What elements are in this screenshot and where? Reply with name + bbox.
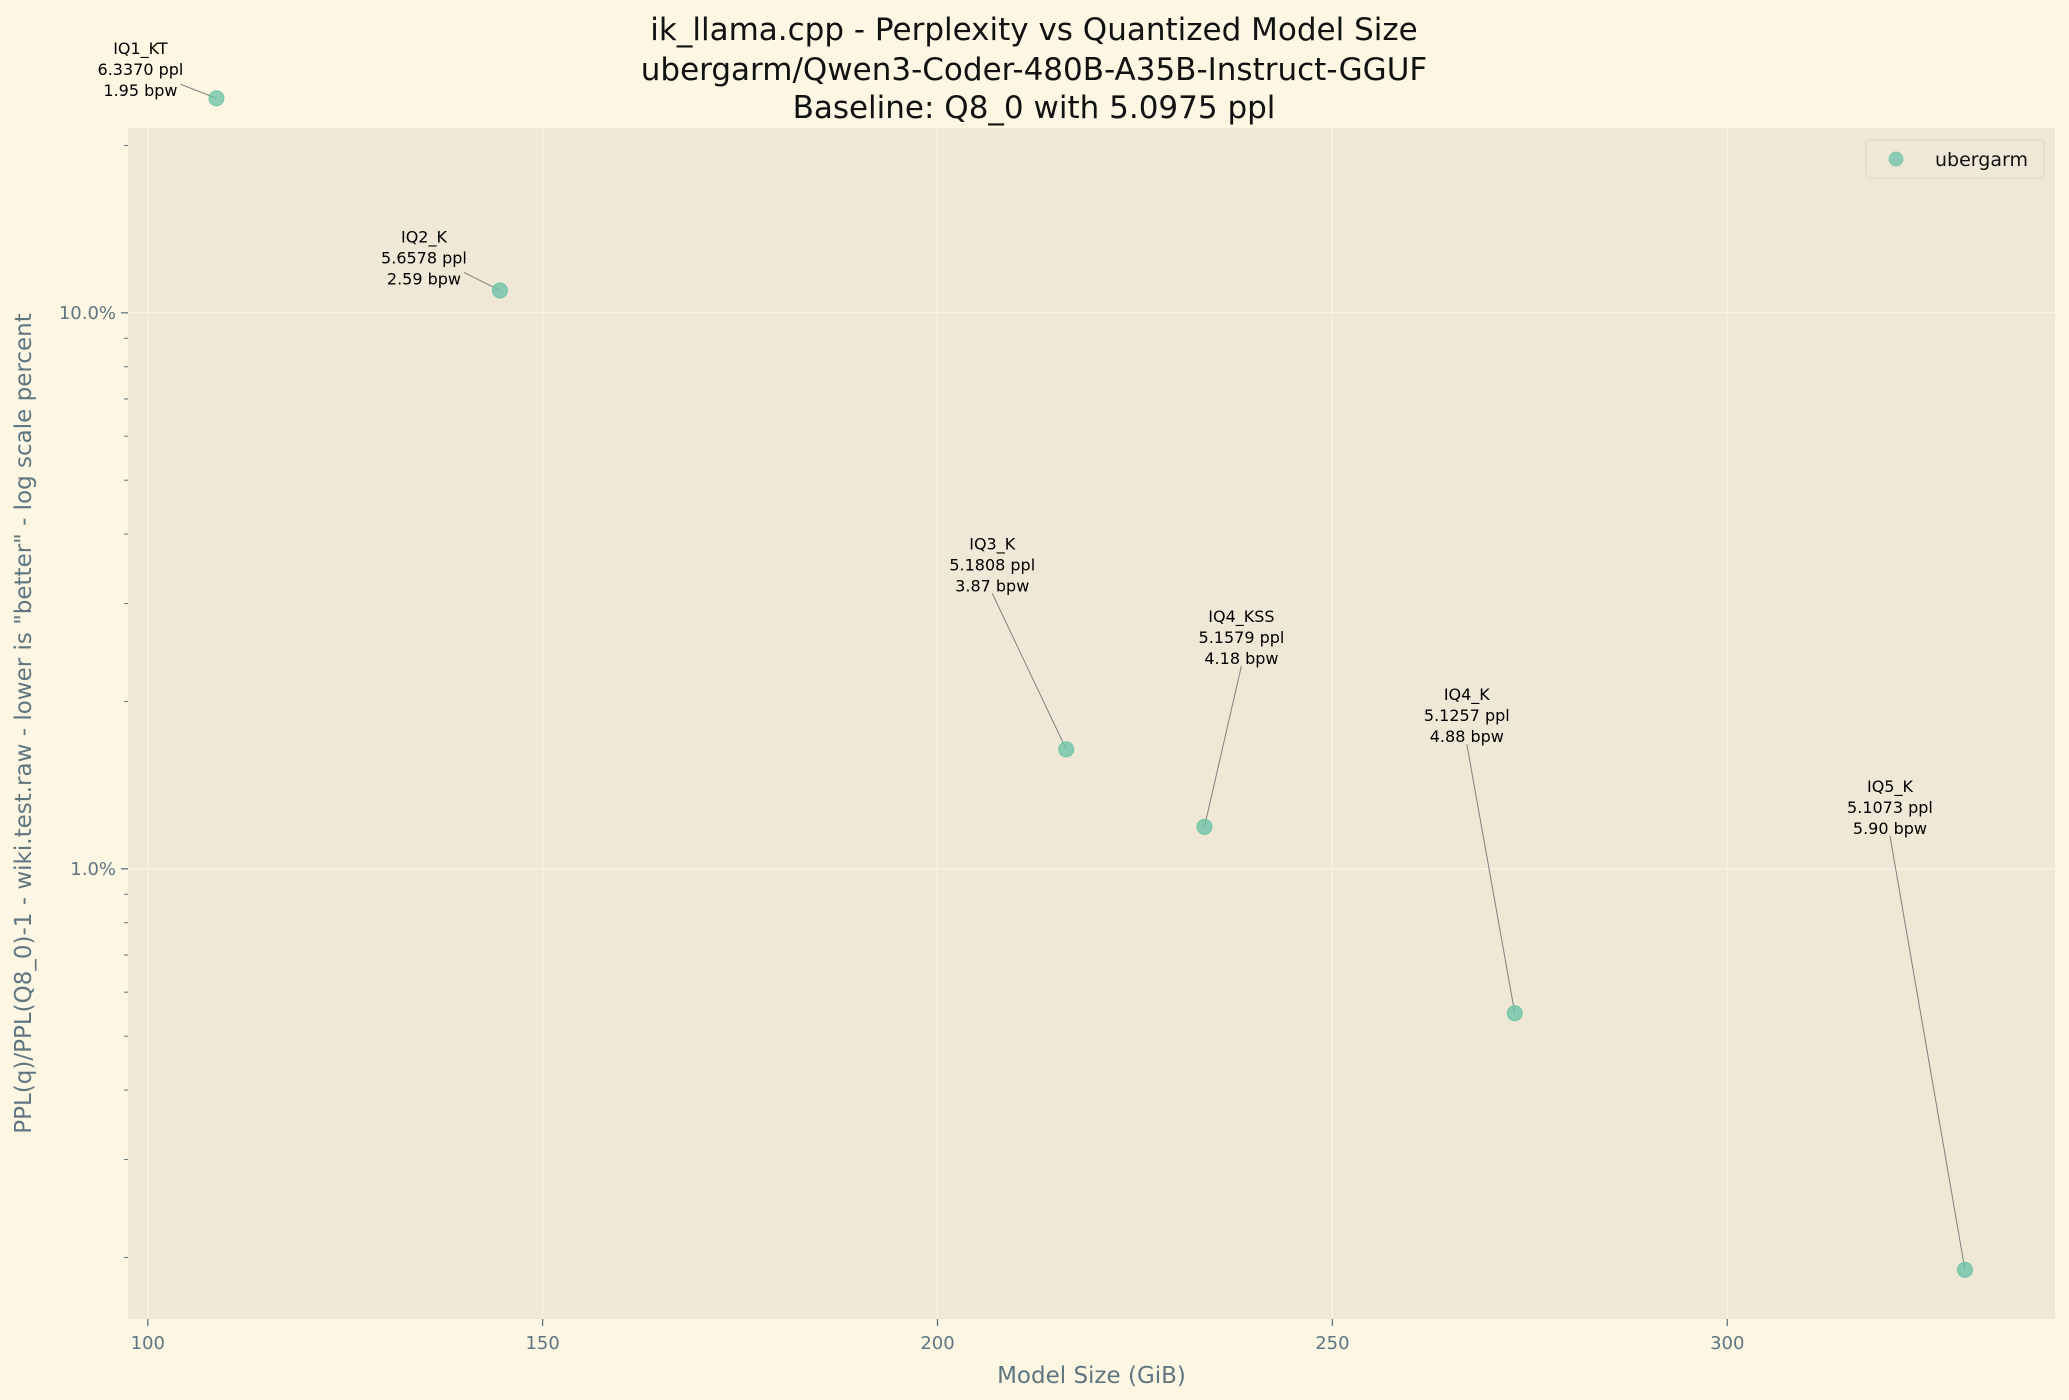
annotation-label: 5.1257 ppl <box>1424 706 1510 725</box>
axis-ticks: 100 150 200 250 300 1.0% 10.0% <box>59 144 1744 1354</box>
data-point <box>1196 818 1213 835</box>
data-point <box>1506 1005 1523 1022</box>
annotation-label: IQ4_K <box>1444 685 1490 705</box>
legend-box <box>1865 139 2045 179</box>
annotation-connector <box>1203 665 1242 827</box>
y-tick-label: 1.0% <box>70 859 116 880</box>
annotation-label: 6.3370 ppl <box>98 60 184 79</box>
annotation-label: 3.87 bpw <box>955 576 1029 595</box>
annotation-label: IQ1_KT <box>113 39 168 59</box>
data-point <box>208 90 225 107</box>
x-tick-label: 200 <box>920 1333 954 1354</box>
y-axis-label: PPL(q)/PPL(Q8_0)-1 - wiki.test.raw - low… <box>11 313 37 1133</box>
annotation-label: 5.1579 ppl <box>1199 628 1285 647</box>
x-tick-label: 250 <box>1315 1333 1349 1354</box>
plot-area <box>128 128 2055 1319</box>
annotation-label: IQ2_K <box>401 227 447 247</box>
annotation-label: 4.18 bpw <box>1204 649 1278 668</box>
legend: ubergarm <box>1865 139 2045 179</box>
legend-label: ubergarm <box>1935 149 2028 171</box>
y-tick-label: 10.0% <box>59 303 116 324</box>
data-point <box>1956 1261 1973 1278</box>
data-point <box>491 282 508 299</box>
annotation-label: 5.90 bpw <box>1853 819 1927 838</box>
data-point <box>1058 741 1075 758</box>
annotation-label: 5.6578 ppl <box>381 248 467 267</box>
x-tick-label: 100 <box>131 1333 165 1354</box>
chart-title-line-2: ubergarm/Qwen3-Coder-480B-A35B-Instruct-… <box>641 52 1427 88</box>
grid <box>128 128 2055 1319</box>
annotation-label: 5.1808 ppl <box>949 555 1035 574</box>
annotation-connector <box>991 593 1067 750</box>
annotation-label: IQ5_K <box>1867 777 1913 797</box>
x-tick-label: 300 <box>1710 1333 1744 1354</box>
annotation-label: IQ4_KSS <box>1208 607 1274 627</box>
data-points <box>208 90 1973 1278</box>
annotation-label: 2.59 bpw <box>387 269 461 288</box>
annotation-label: IQ3_K <box>969 534 1015 554</box>
annotation-label: 1.95 bpw <box>103 81 177 100</box>
x-tick-label: 150 <box>525 1333 559 1354</box>
annotation-connector <box>1466 744 1516 1014</box>
annotations: IQ1_KT6.3370 ppl 1.95 bpw IQ2_K5.6578 ppl 2… <box>98 39 1966 1270</box>
annotation-label: 4.88 bpw <box>1430 727 1504 746</box>
legend-marker <box>1888 151 1904 167</box>
annotation-label: 5.1073 ppl <box>1847 798 1933 817</box>
chart-title-line-1: ik_llama.cpp - Perplexity vs Quantized M… <box>650 12 1417 48</box>
annotation-connector <box>1889 835 1966 1270</box>
x-axis-label: Model Size (GiB) <box>997 1363 1186 1389</box>
chart-title-line-3: Baseline: Q8_0 with 5.0975 ppl <box>793 90 1276 126</box>
